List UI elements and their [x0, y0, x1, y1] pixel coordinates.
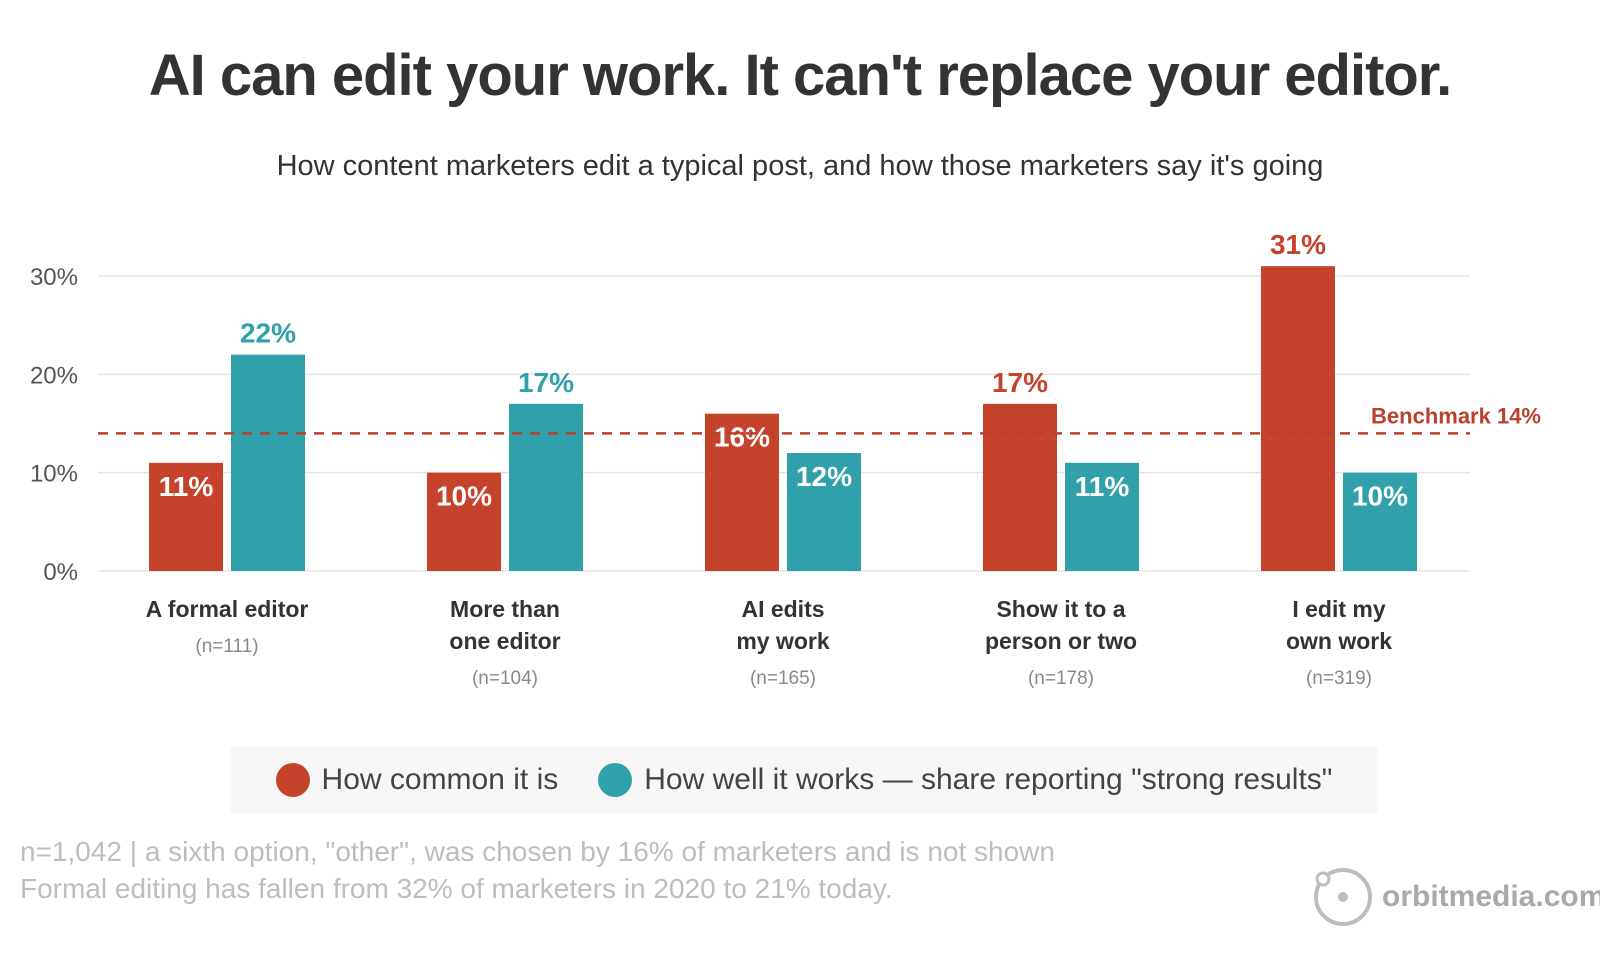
legend-item-works: How well it works — share reporting "str… — [598, 763, 1332, 797]
sample-size-label: (n=104) — [472, 668, 538, 689]
category-label: I edit my — [1292, 596, 1386, 622]
data-label-common: 10% — [436, 481, 492, 512]
data-label-common: 31% — [1270, 229, 1326, 260]
bar-works — [787, 453, 861, 571]
data-label-works: 10% — [1352, 481, 1408, 512]
category-label: More than — [450, 596, 560, 622]
legend-label-common: How common it is — [321, 763, 559, 796]
y-tick-label: 0% — [43, 559, 78, 586]
footnote-trend: Formal editing has fallen from 32% of ma… — [20, 873, 893, 904]
category-label: person or two — [985, 628, 1137, 654]
sample-size-label: (n=319) — [1306, 668, 1372, 689]
data-label-common: 11% — [159, 471, 214, 502]
category-label: AI edits — [741, 596, 824, 622]
bar-works — [1065, 462, 1139, 571]
data-label-works: 17% — [518, 367, 574, 398]
legend-label-works: How well it works — share reporting "str… — [644, 763, 1333, 796]
data-label-works: 22% — [240, 318, 296, 349]
legend-item-common: How common it is — [275, 763, 559, 797]
legend-swatch-common — [275, 763, 310, 797]
bar-common — [1261, 266, 1335, 571]
y-tick-label: 10% — [30, 461, 78, 488]
category-label: Show it to a — [996, 596, 1125, 622]
chart-legend: How common it is How well it works — sha… — [230, 746, 1378, 814]
data-label-common: 17% — [992, 367, 1048, 398]
bar-common — [427, 472, 501, 571]
legend-swatch-works — [598, 763, 633, 797]
sample-size-label: (n=111) — [195, 636, 258, 657]
chart-subtitle: How content marketers edit a typical pos… — [276, 150, 1324, 182]
bar-common — [149, 462, 223, 571]
data-label-common: 16% — [714, 422, 770, 453]
y-tick-label: 30% — [30, 264, 78, 291]
brand-text: orbitmedia.com — [1382, 880, 1600, 913]
chart-title: AI can edit your work. It can't replace … — [148, 43, 1453, 108]
sample-size-label: (n=178) — [1028, 668, 1094, 689]
bar-chart: 0% 10% 20% 30% 11% 22% A formal editor (n=111) 1… — [30, 229, 1541, 689]
orbit-logo-icon — [1314, 868, 1372, 926]
bar-works — [509, 403, 583, 571]
category-label: my work — [736, 628, 830, 654]
brand-mark: orbitmedia.com — [1312, 866, 1600, 928]
bar-works — [1343, 472, 1417, 571]
category-label: one editor — [449, 628, 560, 654]
bar-common — [983, 403, 1057, 571]
footnote-sample: n=1,042 | a sixth option, "other", was c… — [20, 836, 1055, 867]
category-label: own work — [1286, 628, 1392, 654]
y-tick-label: 20% — [30, 362, 78, 389]
data-label-works: 11% — [1075, 471, 1130, 502]
sample-size-label: (n=165) — [750, 668, 816, 689]
bar-common — [705, 413, 779, 571]
data-label-works: 12% — [796, 461, 852, 492]
category-label: A formal editor — [146, 596, 309, 622]
bar-works — [231, 354, 305, 571]
benchmark-label: Benchmark 14% — [1371, 403, 1541, 428]
